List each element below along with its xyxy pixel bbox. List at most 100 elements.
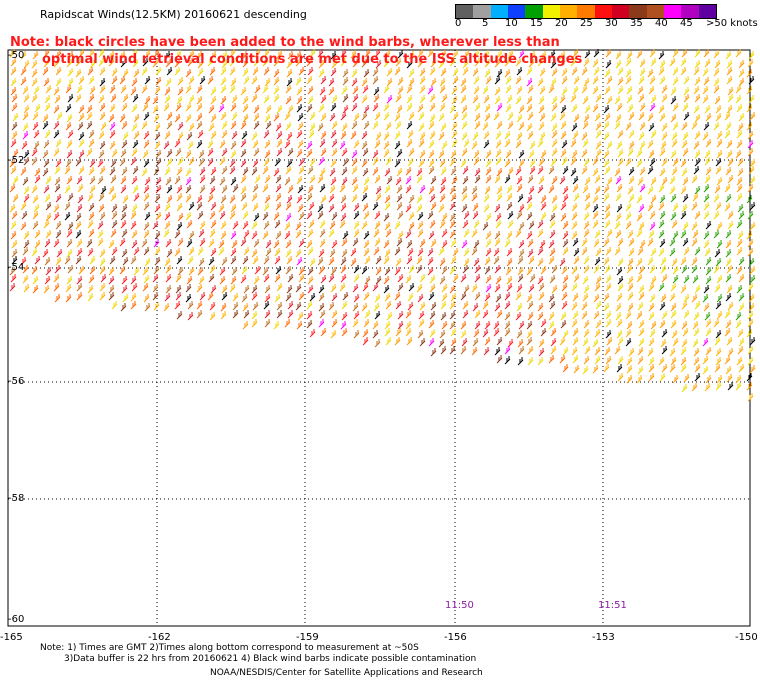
wind-barb [23, 186, 30, 195]
wind-barb [252, 159, 259, 168]
wind-barb [639, 141, 646, 150]
wind-barb [175, 103, 182, 112]
legend-swatch [698, 5, 716, 18]
wind-barb [438, 132, 445, 141]
wind-barb [472, 338, 479, 347]
wind-barb [242, 104, 249, 113]
wind-barb [53, 121, 60, 130]
wind-barb [251, 167, 258, 176]
wind-barb [693, 105, 700, 114]
wind-barb [473, 50, 480, 59]
wind-barb [405, 185, 412, 194]
wind-barb [495, 294, 502, 303]
wind-barb [594, 329, 601, 338]
wind-barb [449, 105, 456, 114]
wind-barb [265, 240, 272, 249]
wind-barb [606, 96, 613, 105]
wind-barb [132, 140, 139, 149]
wind-barb [121, 103, 128, 112]
wind-barb [275, 175, 282, 184]
wind-barb [11, 256, 18, 265]
wind-barb [66, 229, 73, 238]
wind-barb [196, 202, 203, 211]
wind-barb [692, 321, 699, 330]
wind-barb [691, 265, 698, 274]
wind-barb [625, 76, 632, 85]
wind-barb [683, 87, 690, 96]
wind-barb [331, 240, 338, 249]
wind-barb [374, 175, 381, 184]
wind-barb [262, 212, 269, 221]
wind-barb [210, 202, 217, 211]
wind-barb [210, 167, 217, 176]
wind-barb [111, 76, 118, 85]
wind-barb [694, 131, 701, 140]
wind-barb [606, 177, 613, 186]
wind-barb [88, 229, 95, 238]
wind-barb [342, 105, 349, 114]
wind-barb [603, 121, 610, 130]
wind-barb [254, 266, 261, 275]
wind-barb [221, 166, 228, 175]
wind-barb [694, 373, 701, 382]
wind-barb [705, 375, 712, 384]
wind-barb [526, 78, 533, 87]
wind-barb [614, 96, 621, 105]
wind-barb [97, 176, 104, 185]
wind-barb [253, 213, 260, 222]
wind-barb [626, 86, 633, 95]
wind-barb [482, 122, 489, 131]
wind-barb [188, 247, 195, 256]
wind-barb [683, 112, 690, 121]
wind-barb [672, 158, 679, 167]
wind-barb [562, 221, 569, 230]
wind-barb [352, 59, 359, 68]
wind-barb [672, 266, 679, 275]
legend-label: 25 [580, 18, 593, 29]
legend-label: 0 [455, 18, 462, 29]
wind-barb [540, 266, 547, 275]
wind-barb [494, 87, 501, 96]
wind-barb [416, 265, 423, 274]
wind-barb [297, 312, 304, 321]
wind-barb [626, 365, 633, 374]
wind-barb [130, 293, 137, 302]
wind-barb [726, 76, 733, 85]
wind-barb [672, 375, 679, 384]
wind-barb [571, 67, 578, 76]
lon-label: -165 [0, 632, 23, 643]
wind-barb [539, 113, 546, 122]
wind-barb [526, 321, 533, 330]
wind-barb [637, 86, 644, 95]
wind-barb [428, 338, 435, 347]
wind-barb [549, 50, 556, 59]
time-mark: 11:51 [598, 600, 627, 611]
legend-swatch [629, 5, 647, 18]
wind-barb [309, 112, 316, 121]
wind-barb [154, 231, 161, 240]
wind-barb [615, 176, 622, 185]
wind-barb [419, 150, 426, 159]
wind-barb [603, 257, 610, 266]
wind-barb [229, 159, 236, 168]
wind-barb [583, 285, 590, 294]
wind-barb [296, 87, 303, 96]
wind-barb [573, 256, 580, 265]
wind-barb [363, 319, 370, 328]
wind-barb [419, 95, 426, 104]
wind-barb [75, 256, 82, 265]
wind-barb [737, 346, 744, 355]
wind-barb [273, 240, 280, 249]
wind-barb [340, 195, 347, 204]
wind-barb [505, 76, 512, 85]
wind-barb [746, 382, 753, 391]
wind-barb [67, 78, 74, 87]
wind-barb [53, 239, 60, 248]
wind-barb [363, 211, 370, 220]
wind-barb [428, 166, 435, 175]
wind-barb [384, 185, 391, 194]
wind-barb [350, 258, 357, 267]
wind-barb [263, 203, 270, 212]
wind-barb [571, 203, 578, 212]
wind-barb [143, 112, 150, 121]
